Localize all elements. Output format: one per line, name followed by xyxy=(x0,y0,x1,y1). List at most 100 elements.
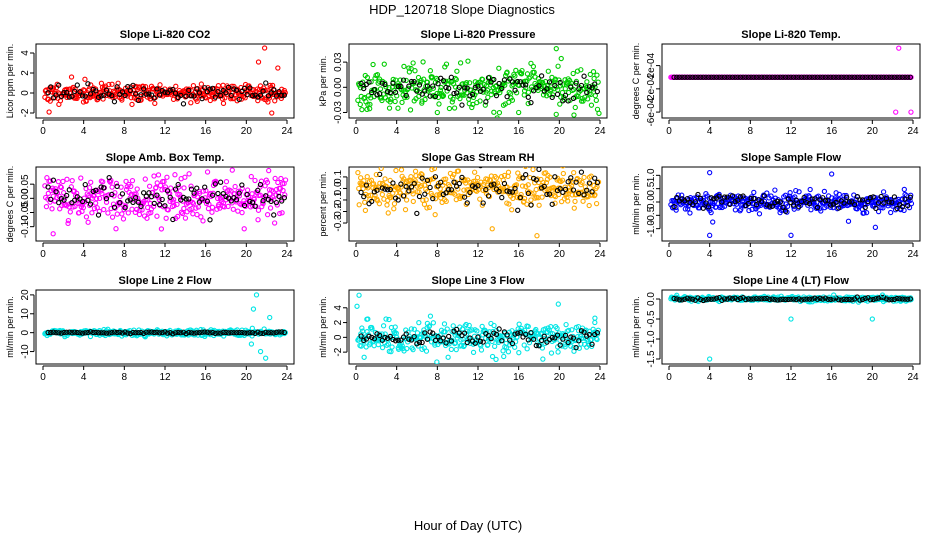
data-point xyxy=(407,177,414,183)
x-tick-label: 8 xyxy=(122,372,128,383)
data-point xyxy=(175,213,181,220)
hourly-mean-point xyxy=(125,330,131,336)
hourly-mean-point xyxy=(499,338,505,344)
hourly-mean-point xyxy=(61,329,67,336)
data-point xyxy=(482,179,488,185)
data-point xyxy=(555,349,561,355)
hourly-mean-point xyxy=(77,89,83,95)
hourly-mean-point xyxy=(560,98,566,104)
hourly-mean-point xyxy=(515,330,521,336)
data-point xyxy=(579,179,585,186)
hourly-mean-point xyxy=(202,184,208,190)
data-point xyxy=(559,177,566,183)
hourly-mean-point xyxy=(843,194,850,200)
data-point xyxy=(106,81,112,88)
hourly-mean-point xyxy=(95,212,102,218)
data-point xyxy=(384,202,390,208)
data-point xyxy=(539,194,545,200)
data-point xyxy=(177,194,183,200)
hourly-mean-point xyxy=(361,193,367,200)
panel-title: Slope Li-820 CO2 xyxy=(120,29,210,41)
data-point xyxy=(432,211,438,218)
hourly-mean-point xyxy=(846,74,852,80)
panel-title: Slope Amb. Box Temp. xyxy=(106,152,225,164)
hourly-mean-point xyxy=(865,198,871,205)
hourly-mean-point xyxy=(538,337,545,344)
data-point xyxy=(587,71,593,78)
hourly-mean-point xyxy=(774,198,781,204)
hourly-mean-point xyxy=(711,196,717,202)
data-point xyxy=(393,167,399,174)
hourly-mean-point xyxy=(281,195,287,201)
hourly-mean-point xyxy=(95,94,102,101)
data-point xyxy=(559,89,566,96)
data-point xyxy=(500,348,506,354)
hourly-mean-point xyxy=(244,330,250,336)
outlier-point xyxy=(896,45,902,51)
hourly-mean-point xyxy=(859,197,866,203)
hourly-mean-point xyxy=(467,93,473,99)
data-point xyxy=(282,177,289,183)
hourly-mean-point xyxy=(111,99,118,105)
data-point xyxy=(128,183,134,189)
hourly-mean-point xyxy=(594,330,600,336)
hourly-mean-point xyxy=(719,199,725,205)
data-point xyxy=(223,178,230,185)
hourly-mean-point xyxy=(427,329,433,335)
data-point xyxy=(576,345,582,351)
hourly-mean-point xyxy=(897,296,903,302)
data-point xyxy=(255,217,261,223)
data-point xyxy=(491,322,497,329)
data-point xyxy=(162,184,169,190)
data-point xyxy=(358,343,364,349)
data-point xyxy=(547,330,553,336)
hourly-mean-point xyxy=(448,187,454,193)
data-point xyxy=(768,193,774,199)
hourly-mean-point xyxy=(713,74,720,80)
hourly-mean-point xyxy=(395,337,401,343)
data-point xyxy=(544,93,550,99)
hourly-mean-point xyxy=(552,82,558,89)
data-point xyxy=(190,83,197,89)
hourly-mean-point xyxy=(358,80,364,87)
hourly-mean-point xyxy=(780,204,786,210)
hourly-mean-point xyxy=(528,99,534,106)
y-tick-label: 0 xyxy=(20,329,31,335)
y-tick-label: -0.05 xyxy=(20,201,31,224)
data-point xyxy=(553,111,559,118)
hourly-mean-point xyxy=(231,86,237,92)
outlier-point xyxy=(908,109,914,115)
data-point xyxy=(420,59,426,65)
hourly-mean-point xyxy=(260,330,266,336)
hourly-mean-point xyxy=(406,336,412,342)
outlier-point xyxy=(872,224,879,230)
y-axis-label: ml/min per min. xyxy=(631,296,641,358)
hourly-mean-point xyxy=(400,193,407,199)
data-point xyxy=(451,105,458,111)
hourly-mean-point xyxy=(859,74,866,80)
data-point xyxy=(275,179,281,186)
hourly-mean-point xyxy=(276,88,282,95)
hourly-mean-point xyxy=(448,74,454,80)
hourly-mean-point xyxy=(697,195,704,202)
hourly-mean-point xyxy=(225,330,232,336)
hourly-mean-point xyxy=(780,296,786,302)
hourly-mean-point xyxy=(676,74,683,80)
hourly-mean-point xyxy=(392,338,399,344)
hourly-mean-point xyxy=(820,296,826,302)
data-point xyxy=(451,171,457,178)
hourly-mean-point xyxy=(836,74,842,80)
hourly-mean-point xyxy=(202,329,208,335)
data-point xyxy=(568,187,574,193)
data-point xyxy=(395,105,401,111)
hourly-mean-point xyxy=(279,198,285,204)
hourly-mean-point xyxy=(515,207,521,213)
hourly-mean-point xyxy=(66,187,72,193)
x-tick-label: 12 xyxy=(159,126,171,137)
x-tick-label: 8 xyxy=(435,126,441,137)
data-point xyxy=(863,209,870,216)
x-tick-label: 16 xyxy=(513,126,525,137)
data-point xyxy=(571,205,577,211)
data-point xyxy=(570,70,576,77)
hourly-mean-point xyxy=(767,296,773,302)
